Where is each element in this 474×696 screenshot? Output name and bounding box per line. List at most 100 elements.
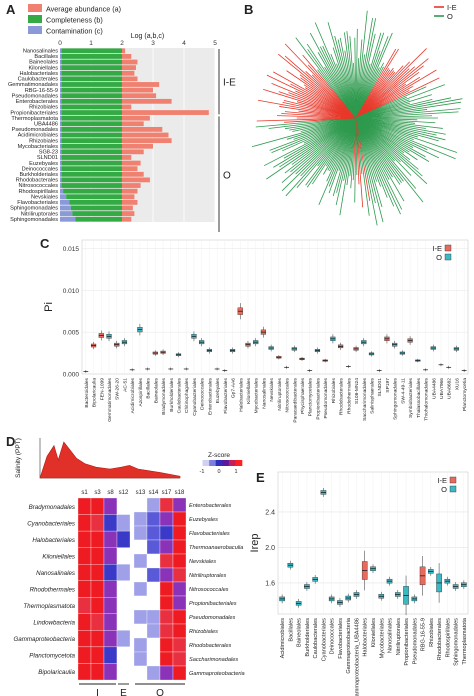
x-tick-label: Sphingomonadales: [454, 618, 460, 666]
heatmap-cell: [77, 597, 92, 614]
bar-segment: [122, 188, 138, 194]
legend-label: Contamination (c): [46, 27, 103, 36]
tree-branch: [299, 74, 345, 110]
tree-branch: [360, 129, 388, 198]
tree-branch: [368, 144, 403, 210]
tree-branch: [367, 77, 440, 113]
x-tick-label: Burkholderiales: [169, 377, 175, 411]
bar-segment: [61, 155, 122, 160]
tree-branch: [332, 136, 351, 197]
heatmap-cell: [172, 553, 187, 569]
bar-segment: [60, 155, 62, 160]
heatmap-cell: [103, 613, 118, 631]
row-label-right: Thermoanaerobaculia: [189, 545, 243, 551]
category-label: Mycobacteriales: [18, 144, 59, 150]
bar-segment: [61, 166, 122, 172]
tree-branch: [283, 127, 339, 159]
panel-d-label: D: [6, 434, 16, 449]
colorbar-title: Z-score: [208, 452, 230, 459]
colorbar-tick: -1: [200, 469, 205, 475]
tree-branch: [375, 119, 443, 129]
heatmap-cell: [159, 637, 174, 653]
x-tick-label: Phycisphaerales: [300, 377, 306, 413]
heatmap-cell: [77, 564, 92, 581]
heatmap-cell: [103, 547, 118, 565]
bar-segment: [122, 98, 172, 104]
tree-branch: [374, 124, 414, 141]
heatmap-cell: [146, 651, 161, 667]
bar-segment: [63, 188, 122, 194]
tree-branch: [381, 121, 426, 129]
tree-branch: [295, 90, 335, 109]
bar-segment: [60, 76, 62, 82]
tree-branch: [307, 64, 345, 105]
heatmap-cell: [172, 525, 187, 541]
tree-branch: [305, 133, 345, 186]
tree-branch: [344, 50, 353, 97]
tree-branch: [369, 125, 426, 158]
x-tick-label: S108-MN24: [354, 378, 360, 404]
tree-branch: [284, 55, 338, 103]
heatmap-cell: [116, 530, 131, 548]
bar-segment: [61, 160, 122, 166]
heatmap-cell: [146, 637, 161, 653]
category-label: Enterobacterales: [16, 99, 58, 105]
bar-segment: [60, 149, 62, 155]
x-tick-label: Thermoplasmatota: [462, 617, 468, 665]
x-tick-label: Caulobacterales: [177, 377, 183, 413]
legend-label: I-E: [447, 3, 457, 12]
y-tick-label: 0.005: [63, 330, 80, 337]
heatmap-cell: [146, 539, 161, 555]
tree-branch: [271, 123, 343, 153]
legend-swatch: [449, 485, 457, 493]
heatmap-cell: [172, 511, 187, 527]
x-tick-label: Gemmatimonadales: [107, 377, 113, 421]
heatmap-cell: [116, 630, 131, 648]
heatmap-cell: [146, 609, 161, 625]
bar-segment: [61, 121, 122, 127]
x-tick-label: Azospirillales: [138, 377, 144, 406]
bar-segment: [122, 59, 138, 65]
x-tick-label: Propionibacteriales: [404, 618, 410, 666]
tree-branch: [346, 135, 355, 186]
tree-branch: [360, 18, 377, 94]
bar-segment: [61, 93, 122, 99]
colorbar-segment: [228, 460, 236, 466]
tree-branch: [373, 65, 404, 99]
heatmap-cell: [133, 567, 148, 583]
tree-branch: [257, 99, 343, 116]
x-tick-label: Enterobacterales: [207, 377, 213, 415]
tree-branch: [368, 58, 429, 108]
tree-branch: [369, 97, 452, 116]
bar-segment: [122, 115, 150, 121]
row-label-left: Bipolaricaulia: [38, 669, 75, 676]
category-label: Halobacteriales: [19, 71, 58, 77]
tree-branch: [281, 113, 335, 118]
x-tick-label: 5: [213, 40, 217, 47]
heatmap-cell: [146, 497, 161, 513]
sample-label: s3: [94, 490, 101, 496]
row-label-right: Nevskiales: [189, 559, 216, 565]
legend-label: Average abundance (a): [46, 5, 121, 14]
bar-segment: [122, 211, 135, 216]
bar-segment: [60, 115, 62, 121]
tree-branch: [372, 84, 445, 113]
heatmap-cell: [103, 663, 118, 681]
panel-e-label: E: [256, 470, 265, 485]
bar-segment: [122, 183, 141, 188]
tree-branch: [323, 132, 348, 175]
tree-branch: [339, 37, 353, 101]
legend-swatch: [449, 476, 457, 484]
y-tick-label: 2.0: [265, 545, 275, 552]
tree-branch: [334, 35, 354, 106]
tree-branch: [328, 144, 346, 187]
bar-segment: [60, 82, 62, 87]
bar-segment: [69, 199, 122, 205]
tree-branch: [370, 127, 418, 161]
legend-swatch: [28, 4, 42, 12]
tree-branch: [369, 119, 446, 135]
category-label: Gemmatimonadales: [8, 82, 58, 88]
tree-branch: [336, 63, 351, 101]
tree-branch: [368, 134, 404, 182]
heatmap-cell: [103, 630, 118, 648]
